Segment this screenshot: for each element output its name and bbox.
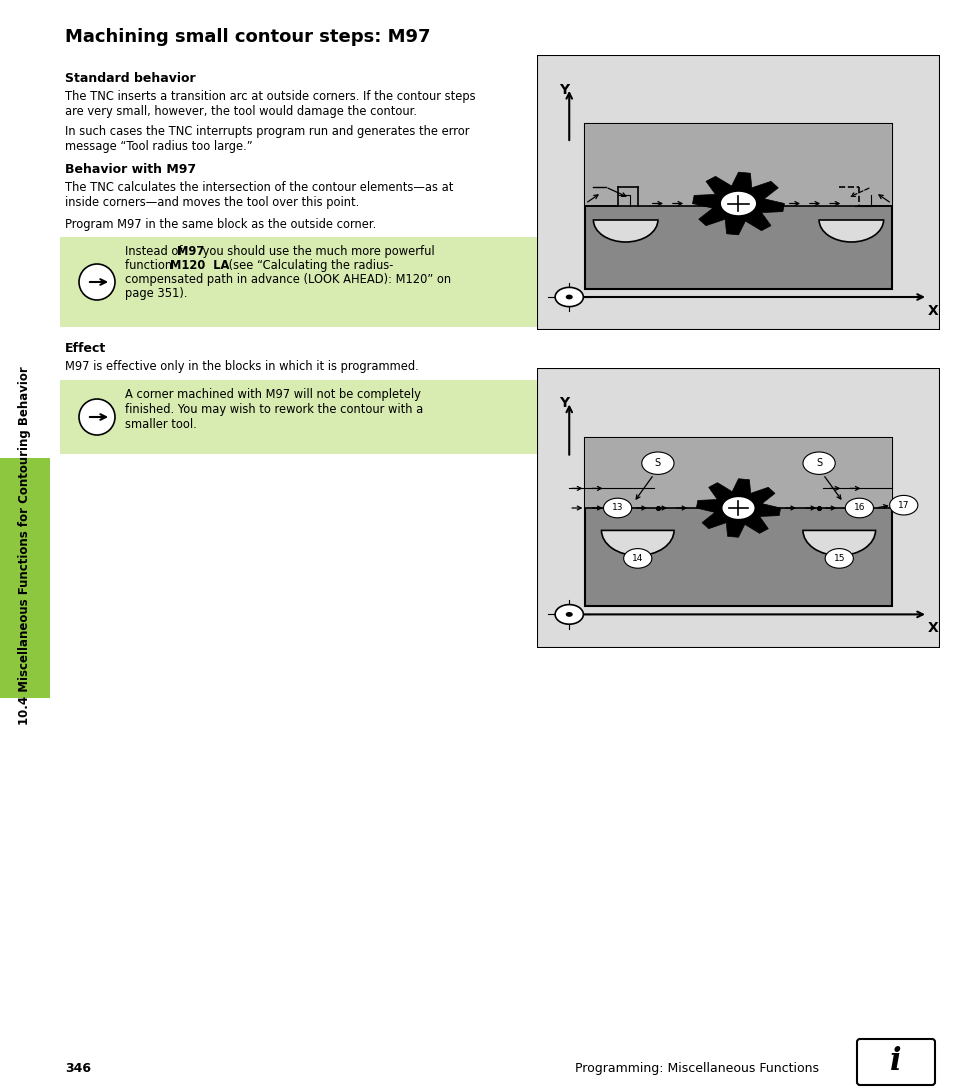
- Text: M97 is effective only in the blocks in which it is programmed.: M97 is effective only in the blocks in w…: [65, 360, 418, 373]
- Text: you should use the much more powerful: you should use the much more powerful: [199, 245, 435, 257]
- Text: i: i: [889, 1046, 901, 1078]
- Circle shape: [565, 612, 572, 616]
- Text: Y: Y: [558, 83, 569, 96]
- Text: 17: 17: [897, 501, 908, 509]
- Bar: [60, 380, 539, 454]
- Text: The TNC calculates the intersection of the contour elements—as at
inside corners: The TNC calculates the intersection of t…: [65, 181, 453, 209]
- Text: X: X: [927, 622, 938, 635]
- Circle shape: [79, 399, 115, 435]
- Circle shape: [720, 191, 756, 216]
- Circle shape: [802, 452, 834, 475]
- Circle shape: [844, 499, 873, 518]
- Bar: [585, 123, 891, 289]
- Polygon shape: [696, 479, 780, 537]
- Text: S: S: [654, 458, 660, 468]
- Wedge shape: [600, 530, 674, 555]
- Circle shape: [824, 549, 853, 568]
- Text: S: S: [815, 458, 821, 468]
- Text: 13: 13: [611, 504, 622, 513]
- Text: Programming: Miscellaneous Functions: Programming: Miscellaneous Functions: [575, 1062, 818, 1075]
- Circle shape: [889, 495, 917, 515]
- Text: (see “Calculating the radius-: (see “Calculating the radius-: [225, 259, 393, 272]
- Circle shape: [79, 264, 115, 300]
- Bar: [585, 437, 891, 606]
- Text: 16: 16: [853, 504, 864, 513]
- Circle shape: [623, 549, 651, 568]
- Text: Machining small contour steps: M97: Machining small contour steps: M97: [65, 28, 430, 46]
- Text: The TNC inserts a transition arc at outside corners. If the contour steps
are ve: The TNC inserts a transition arc at outs…: [65, 89, 476, 118]
- Text: Behavior with M97: Behavior with M97: [65, 163, 196, 176]
- Bar: [0, 458, 50, 698]
- Text: M97: M97: [177, 245, 204, 257]
- FancyBboxPatch shape: [856, 1039, 934, 1086]
- Text: 15: 15: [833, 554, 844, 563]
- Text: In such cases the TNC interrupts program run and generates the error
message “To: In such cases the TNC interrupts program…: [65, 125, 469, 153]
- Wedge shape: [819, 220, 882, 242]
- Text: 14: 14: [632, 554, 642, 563]
- Wedge shape: [593, 220, 658, 242]
- Text: 346: 346: [65, 1062, 91, 1075]
- Circle shape: [555, 604, 582, 624]
- Wedge shape: [802, 530, 875, 555]
- Circle shape: [565, 295, 572, 299]
- Text: page 351).: page 351).: [125, 287, 188, 300]
- Text: Effect: Effect: [65, 341, 106, 355]
- Text: 10.4 Miscellaneous Functions for Contouring Behavior: 10.4 Miscellaneous Functions for Contour…: [18, 367, 31, 724]
- Circle shape: [641, 452, 674, 475]
- Text: Y: Y: [558, 396, 569, 410]
- Text: Program M97 in the same block as the outside corner.: Program M97 in the same block as the out…: [65, 218, 375, 231]
- Text: Instead of: Instead of: [125, 245, 186, 257]
- Text: Standard behavior: Standard behavior: [65, 72, 195, 85]
- Circle shape: [720, 496, 755, 519]
- Bar: [585, 437, 891, 508]
- Bar: [585, 123, 891, 206]
- Circle shape: [603, 499, 631, 518]
- Text: X: X: [927, 304, 938, 317]
- Text: A corner machined with M97 will not be completely
finished. You may wish to rewo: A corner machined with M97 will not be c…: [125, 388, 423, 431]
- Text: function: function: [125, 259, 175, 272]
- Text: M120  LA: M120 LA: [170, 259, 229, 272]
- Polygon shape: [692, 172, 783, 235]
- Circle shape: [555, 287, 582, 307]
- Text: compensated path in advance (LOOK AHEAD): M120” on: compensated path in advance (LOOK AHEAD)…: [125, 273, 451, 286]
- Bar: [60, 237, 539, 327]
